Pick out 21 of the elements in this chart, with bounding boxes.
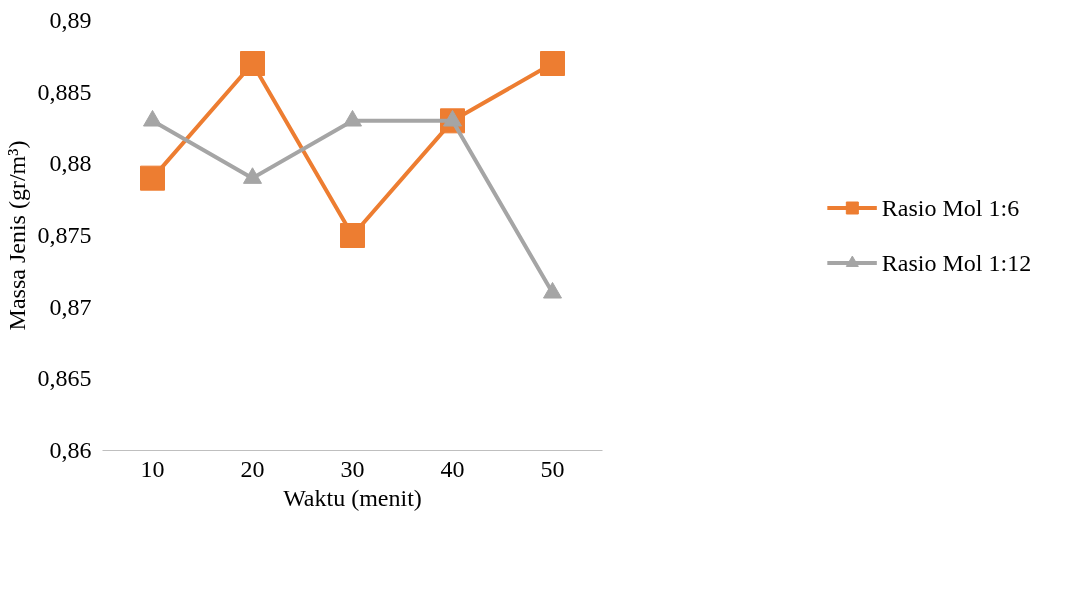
x-tick-label: 30: [340, 455, 365, 482]
x-tick-label: 40: [440, 455, 465, 482]
point: [243, 167, 262, 184]
x-axis-title: Waktu (menit): [283, 484, 422, 511]
x-tick-label: 20: [240, 455, 265, 482]
legend-label: Rasio Mol 1:12: [881, 249, 1032, 276]
y-tick-label: 0,885: [37, 78, 92, 105]
y-tick-label: 0,875: [37, 222, 92, 248]
x-tick-label: 10: [140, 455, 165, 482]
point: [140, 165, 165, 191]
legend-label: Rasio Mol 1:6: [881, 194, 1020, 221]
point: [543, 281, 562, 299]
y-tick-label: 0,865: [37, 365, 92, 392]
point: [240, 51, 265, 76]
y-tick-label: 0,87: [49, 293, 92, 320]
point: [540, 51, 565, 76]
y-axis-title: Massa Jenis (gr/m³): [3, 140, 30, 331]
y-tick-label: 0,89: [49, 7, 92, 33]
x-tick-label: 50: [540, 455, 565, 482]
y-tick-label: 0,86: [49, 437, 92, 463]
y-tick-label: 0,88: [49, 150, 92, 177]
